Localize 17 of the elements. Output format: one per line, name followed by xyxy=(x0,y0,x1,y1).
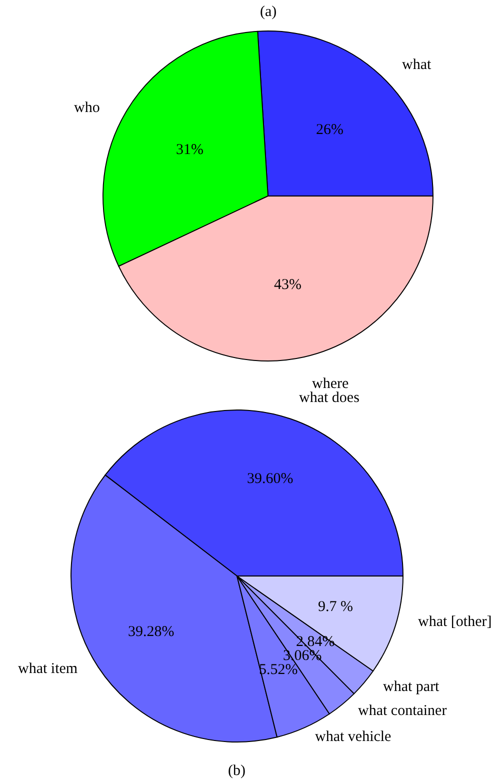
slice-label: what does xyxy=(299,390,360,406)
slice-label: what item xyxy=(18,661,78,677)
text: (b) xyxy=(228,763,246,779)
chart-title: (a) xyxy=(260,4,277,20)
slice-label: who xyxy=(74,100,100,116)
slice-label: what container xyxy=(358,703,447,719)
data-label: 9.7 % xyxy=(318,599,353,615)
slice-label: what xyxy=(402,57,432,73)
slice-label: where xyxy=(312,376,349,392)
slice-label: what part xyxy=(383,679,440,695)
data-label: 39.60% xyxy=(247,471,294,487)
data-label: 26% xyxy=(316,122,344,138)
data-label: 39.28% xyxy=(128,624,174,640)
slice-label: what [other] xyxy=(418,614,492,630)
slice-label: what vehicle xyxy=(315,729,392,745)
data-label: 31% xyxy=(176,142,204,158)
data-label: 43% xyxy=(274,277,302,293)
